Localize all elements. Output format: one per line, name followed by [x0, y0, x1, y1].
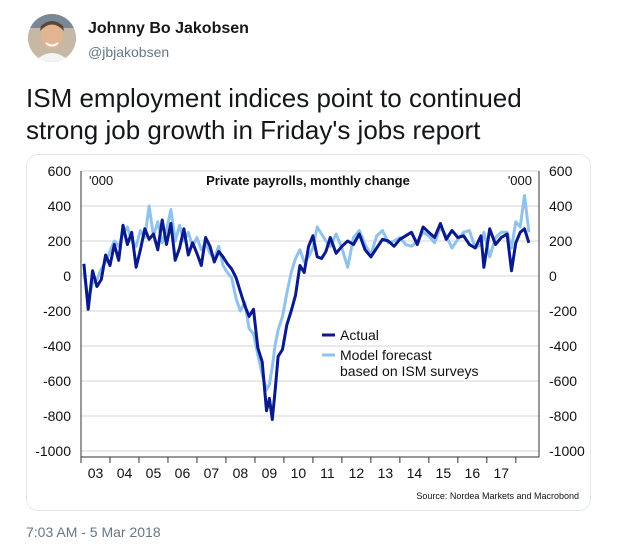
x-tick-label: 06	[175, 465, 191, 481]
x-tick-label: 13	[378, 465, 394, 481]
avatar[interactable]	[28, 14, 76, 62]
tweet-media-chart[interactable]: 600 400 200 0 -200 -400 -600 -800 -1000 600 400 20…	[26, 154, 591, 511]
x-tick-label: 10	[291, 465, 307, 481]
x-tick-label: 14	[407, 465, 423, 481]
x-tick-label: 07	[204, 465, 220, 481]
x-axis: 03 04 05 06 07 08 09 10 11 12 13 14 15 16 17	[80, 457, 517, 481]
y-tick-label-left: -1000	[35, 443, 71, 459]
legend-label-actual: Actual	[340, 327, 379, 343]
y-tick-label-left: 0	[63, 268, 71, 284]
y-tick-label-right: -1000	[549, 443, 585, 459]
x-tick-label: 17	[494, 465, 510, 481]
x-tick-label: 08	[233, 465, 249, 481]
y-tick-label-right: 200	[549, 233, 573, 249]
tweet-text: ISM employment indices point to continue…	[26, 82, 596, 146]
y-tick-label-left: 400	[48, 198, 72, 214]
legend-label-forecast-line-2: based on ISM surveys	[340, 363, 479, 379]
x-tick-label: 12	[349, 465, 365, 481]
y-tick-label-left: 200	[48, 233, 72, 249]
x-tick-label: 11	[320, 465, 335, 481]
x-tick-label: 03	[88, 465, 104, 481]
y-tick-label-left: -200	[43, 303, 71, 319]
chart-gridlines	[80, 170, 540, 458]
chart-svg: 600 400 200 0 -200 -400 -600 -800 -1000 600 400 20…	[27, 155, 590, 510]
unit-right: '000	[508, 173, 532, 188]
y-tick-label-right: -400	[549, 338, 577, 354]
series-line-forecast	[82, 194, 531, 392]
y-tick-label-right: -200	[549, 303, 577, 319]
y-tick-label-right: 400	[549, 198, 573, 214]
y-tick-label-right: -600	[549, 373, 577, 389]
y-tick-label-left: -400	[43, 338, 71, 354]
y-tick-label-left: 600	[48, 163, 72, 179]
avatar-image	[28, 14, 76, 62]
x-tick-label: 05	[146, 465, 162, 481]
x-tick-label: 16	[465, 465, 481, 481]
y-axis-left: 600 400 200 0 -200 -400 -600 -800 -1000	[35, 163, 71, 459]
y-tick-label-right: -800	[549, 408, 577, 424]
y-tick-label-right: 0	[549, 268, 557, 284]
author-name[interactable]: Johnny Bo Jakobsen	[88, 20, 249, 37]
x-tick-label: 04	[117, 465, 133, 481]
tweet-text-line-2: strong job growth in Friday's jobs repor…	[26, 115, 481, 145]
series-line-actual	[82, 218, 531, 421]
y-tick-label-right: 600	[549, 163, 573, 179]
y-axis-right: 600 400 200 0 -200 -400 -600 -800 -1000	[549, 163, 585, 459]
author-handle[interactable]: @jbjakobsen	[88, 44, 170, 60]
tweet-text-line-1: ISM employment indices point to continue…	[26, 83, 522, 113]
unit-left: '000	[89, 173, 113, 188]
chart-source: Source: Nordea Markets and Macrobond	[416, 491, 579, 501]
tweet-timestamp[interactable]: 7:03 AM - 5 Mar 2018	[26, 524, 161, 540]
legend: Actual Model forecast based on ISM surve…	[322, 327, 479, 379]
x-tick-label: 15	[436, 465, 452, 481]
chart-title: Private payrolls, monthly change	[206, 173, 410, 188]
x-tick-label: 09	[262, 465, 278, 481]
y-tick-label-left: -800	[43, 408, 71, 424]
y-tick-label-left: -600	[43, 373, 71, 389]
chart-series	[82, 194, 531, 421]
legend-label-forecast: Model forecast	[340, 347, 432, 363]
